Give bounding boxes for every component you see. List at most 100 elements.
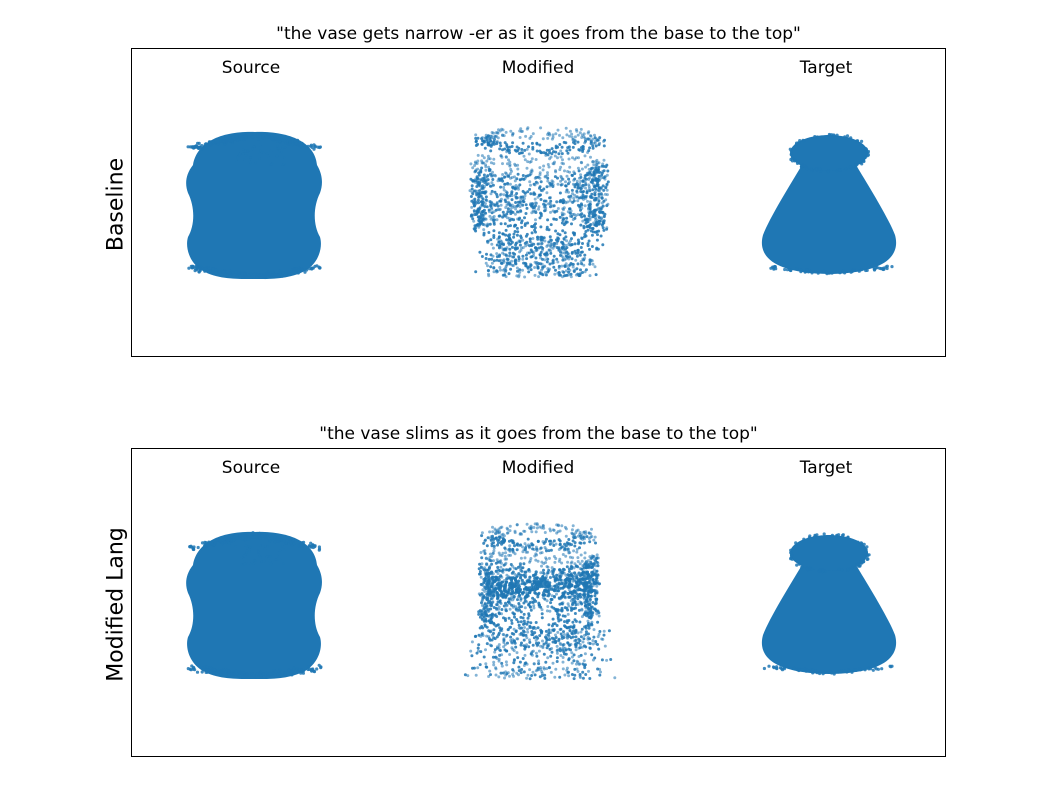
point: [484, 587, 487, 590]
point: [271, 138, 274, 141]
point: [594, 160, 597, 163]
column-label-modified: Modified: [438, 58, 638, 78]
point: [546, 258, 549, 261]
point: [584, 605, 587, 608]
point: [517, 673, 520, 676]
point: [497, 581, 500, 584]
point: [489, 673, 492, 676]
point: [592, 643, 595, 646]
point: [588, 177, 591, 180]
point: [292, 540, 295, 543]
point: [498, 147, 501, 150]
point: [590, 193, 593, 196]
point: [592, 163, 595, 166]
point: [495, 674, 498, 677]
point: [577, 241, 580, 244]
point: [563, 237, 566, 240]
point: [580, 262, 583, 265]
point: [552, 575, 555, 578]
point: [601, 658, 604, 661]
point: [242, 152, 245, 155]
point: [584, 154, 587, 157]
point: [257, 533, 260, 536]
point: [552, 588, 555, 591]
point: [575, 635, 578, 638]
point: [527, 617, 530, 620]
point: [518, 257, 521, 260]
point: [584, 138, 587, 141]
point: [593, 628, 596, 631]
point: [526, 631, 529, 634]
point: [562, 217, 565, 220]
point: [561, 649, 564, 652]
point: [587, 576, 590, 579]
point: [514, 262, 517, 265]
point: [498, 236, 501, 239]
point: [590, 623, 593, 626]
point: [502, 645, 505, 648]
point: [589, 223, 592, 226]
point: [214, 541, 217, 544]
point: [523, 530, 526, 533]
point: [527, 568, 530, 571]
point: [212, 672, 215, 675]
point: [482, 216, 485, 219]
point: [511, 206, 514, 209]
point: [245, 154, 248, 157]
point: [546, 174, 549, 177]
point: [502, 274, 505, 277]
point: [481, 596, 484, 599]
point: [290, 272, 293, 275]
point: [567, 578, 570, 581]
point: [581, 242, 584, 245]
point: [530, 268, 533, 271]
point: [484, 192, 487, 195]
point: [594, 536, 597, 539]
point: [264, 133, 267, 136]
point: [586, 164, 589, 167]
point: [582, 577, 585, 580]
point: [485, 557, 488, 560]
point: [552, 607, 555, 610]
point: [591, 160, 594, 163]
point: [575, 620, 578, 623]
point: [558, 134, 561, 137]
point: [515, 629, 518, 632]
point: [588, 532, 591, 535]
point-cloud-modified: [460, 125, 620, 285]
point: [587, 595, 590, 598]
point: [272, 671, 275, 674]
point: [521, 258, 524, 261]
point: [504, 234, 507, 237]
point: [247, 563, 250, 566]
y-axis-spine: [131, 82, 132, 322]
point: [480, 187, 483, 190]
point: [574, 242, 577, 245]
point: [567, 258, 570, 261]
point: [521, 204, 524, 207]
point: [469, 178, 472, 181]
point: [551, 147, 554, 150]
point: [524, 556, 527, 559]
point: [586, 535, 589, 538]
point: [564, 555, 567, 558]
point: [263, 273, 266, 276]
point: [542, 165, 545, 168]
point: [875, 266, 878, 269]
point: [844, 167, 847, 170]
point: [490, 258, 493, 261]
point: [548, 196, 551, 199]
point: [580, 146, 583, 149]
point: [266, 675, 269, 678]
point: [489, 553, 492, 556]
point: [535, 621, 538, 624]
point: [590, 259, 593, 262]
point: [827, 169, 830, 172]
point: [783, 667, 786, 670]
point: [491, 174, 494, 177]
point: [512, 211, 515, 214]
point: [561, 246, 564, 249]
point: [609, 658, 612, 661]
point: [491, 190, 494, 193]
point: [477, 208, 480, 211]
